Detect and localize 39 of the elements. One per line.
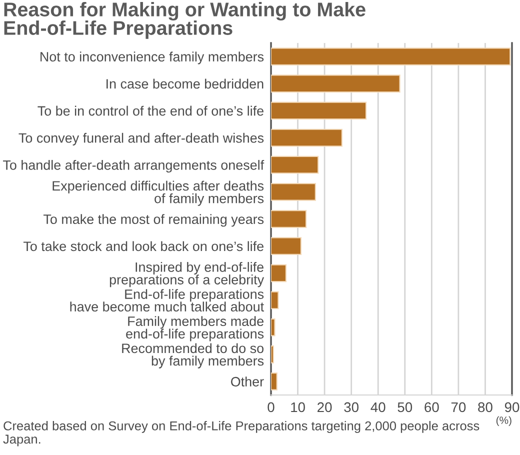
y-tick-label: Family members made end-of-life preparations — [126, 316, 264, 342]
y-tick-label: To convey funeral and after-death wishes — [18, 132, 264, 146]
bar — [271, 372, 278, 390]
y-tick-label: Not to inconvenience family members — [40, 52, 264, 64]
bar — [271, 264, 287, 282]
x-tick-label: 60 — [424, 402, 439, 412]
y-tick-label: To make the most of remaining years — [43, 214, 264, 227]
y-tick-label: To handle after-death arrangements oneself — [3, 160, 264, 173]
bar — [271, 48, 511, 66]
bar — [271, 345, 274, 364]
bar — [271, 128, 343, 147]
y-tick-label: To be in control of the end of one’s life — [38, 106, 264, 116]
x-tick-label: 30 — [344, 402, 359, 412]
y-tick-label: In case become bedridden — [106, 78, 264, 89]
x-tick-label: 20 — [318, 402, 332, 412]
x-tick-label: 0 — [268, 402, 274, 412]
x-tick-label: 80 — [478, 402, 492, 412]
bar — [271, 156, 319, 174]
bar — [271, 318, 276, 336]
y-tick-label: Inspired by end-of-life preparations of a celebrity — [110, 262, 264, 288]
x-tick-label: 50 — [398, 402, 412, 412]
bar — [271, 237, 302, 256]
bar — [271, 182, 316, 201]
x-tick-label: 40 — [370, 402, 386, 412]
y-tick-label: To take stock and look back on one’s life — [23, 241, 264, 252]
x-tick-label: 10 — [291, 402, 305, 412]
x-axis-title: (%) — [496, 416, 512, 426]
y-tick-label: Recommended to do so by family members — [122, 343, 264, 368]
y-tick-label: Experienced difficulties after deaths of family members — [52, 180, 264, 206]
y-tick-label: End-of-life preparations have become much talked about — [70, 289, 264, 312]
bar — [271, 210, 307, 228]
text: Created based on Survey on End-of-Life Preparations targeting 2,000 people across Japan. — [3, 421, 480, 446]
bar — [271, 74, 400, 93]
x-tick-label: 70 — [451, 402, 466, 412]
bar — [271, 291, 279, 310]
y-tick-label: Other — [231, 376, 264, 386]
chart-title: Reason for Making or Wanting to Make End-of-Life Preparations — [4, 2, 366, 39]
x-tick-label: 90 — [504, 402, 520, 412]
bar — [271, 102, 367, 120]
